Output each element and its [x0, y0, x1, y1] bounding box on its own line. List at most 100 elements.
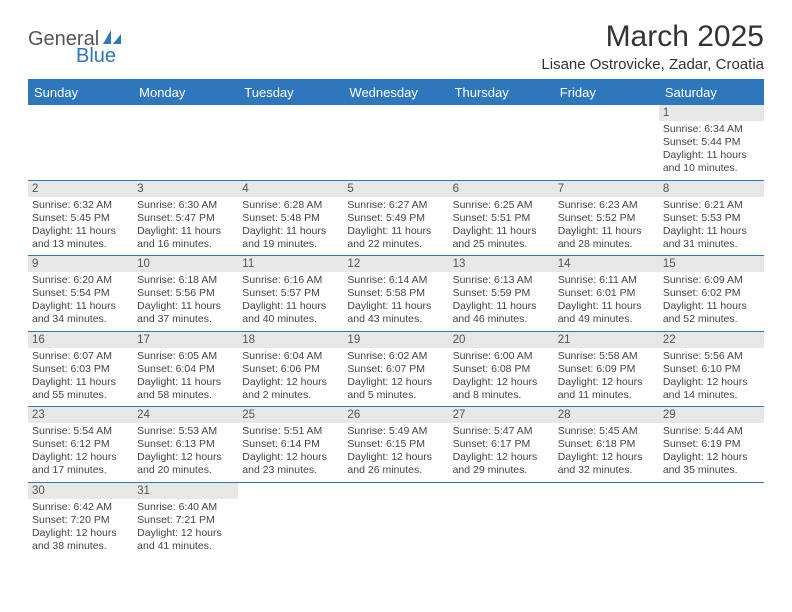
calendar-cell: 27 Sunrise: 5:47 AMSunset: 6:17 PMDayligh… [449, 407, 554, 483]
day-number: 22 [659, 332, 764, 348]
day-number: 20 [449, 332, 554, 348]
calendar-week-row: 9Sunrise: 6:20 AMSunset: 5:54 PMDaylight… [28, 256, 764, 332]
calendar-cell: 15 Sunrise: 6:09 AMSunset: 6:02 PMDayligh… [659, 256, 764, 332]
calendar-week-row: 1 Sunrise: 6:34 AMSunset: 5:44 PMDaylight… [28, 105, 764, 180]
day-number: 1 [659, 105, 764, 121]
calendar-cell: 6 Sunrise: 6:25 AMSunset: 5:51 PMDaylight… [449, 180, 554, 256]
calendar-cell: 26Sunrise: 5:49 AMSunset: 6:15 PMDayligh… [343, 407, 448, 483]
calendar-cell: 3Sunrise: 6:30 AMSunset: 5:47 PMDaylight… [133, 180, 238, 256]
day-number: 3 [133, 181, 238, 197]
day-details: Sunrise: 6:04 AMSunset: 6:06 PMDaylight:… [242, 350, 339, 403]
calendar-header-row: SundayMondayTuesdayWednesdayThursdayFrid… [28, 80, 764, 105]
calendar-cell: 28Sunrise: 5:45 AMSunset: 6:18 PMDayligh… [554, 407, 659, 483]
calendar-cell: 17 Sunrise: 6:05 AMSunset: 6:04 PMDayligh… [133, 331, 238, 407]
day-details: Sunrise: 6:42 AMSunset: 7:20 PMDaylight:… [32, 501, 129, 554]
day-details: Sunrise: 5:54 AMSunset: 6:12 PMDaylight:… [32, 425, 129, 478]
day-number: 29 [659, 407, 764, 423]
day-number: 2 [28, 181, 133, 197]
day-number: 9 [28, 256, 133, 272]
day-details: Sunrise: 6:18 AMSunset: 5:56 PMDaylight:… [137, 274, 234, 327]
calendar-table: SundayMondayTuesdayWednesdayThursdayFrid… [28, 80, 764, 557]
day-details: Sunrise: 6:07 AMSunset: 6:03 PMDaylight:… [32, 350, 129, 403]
day-number: 12 [343, 256, 448, 272]
calendar-week-row: 23Sunrise: 5:54 AMSunset: 6:12 PMDayligh… [28, 407, 764, 483]
calendar-cell [133, 105, 238, 180]
day-details: Sunrise: 6:34 AMSunset: 5:44 PMDaylight:… [663, 123, 760, 176]
calendar-cell: 1 Sunrise: 6:34 AMSunset: 5:44 PMDaylight… [659, 105, 764, 180]
logo-text-blue: Blue [76, 45, 116, 68]
calendar-cell [554, 105, 659, 180]
day-details: Sunrise: 6:25 AMSunset: 5:51 PMDaylight:… [453, 199, 550, 252]
day-details: Sunrise: 5:51 AMSunset: 6:14 PMDaylight:… [242, 425, 339, 478]
calendar-cell: 22Sunrise: 5:56 AMSunset: 6:10 PMDayligh… [659, 331, 764, 407]
day-details: Sunrise: 6:14 AMSunset: 5:58 PMDaylight:… [347, 274, 444, 327]
calendar-cell: 11 Sunrise: 6:16 AMSunset: 5:57 PMDayligh… [238, 256, 343, 332]
calendar-cell: 23Sunrise: 5:54 AMSunset: 6:12 PMDayligh… [28, 407, 133, 483]
day-details: Sunrise: 6:16 AMSunset: 5:57 PMDaylight:… [242, 274, 339, 327]
day-number: 11 [238, 256, 343, 272]
calendar-cell: 19Sunrise: 6:02 AMSunset: 6:07 PMDayligh… [343, 331, 448, 407]
day-number: 17 [133, 332, 238, 348]
day-number [343, 105, 448, 109]
day-details: Sunrise: 5:47 AMSunset: 6:17 PMDaylight:… [453, 425, 550, 478]
calendar-cell: 12 Sunrise: 6:14 AMSunset: 5:58 PMDayligh… [343, 256, 448, 332]
day-number: 25 [238, 407, 343, 423]
calendar-cell: 8Sunrise: 6:21 AMSunset: 5:53 PMDaylight… [659, 180, 764, 256]
day-details: Sunrise: 6:27 AMSunset: 5:49 PMDaylight:… [347, 199, 444, 252]
day-details: Sunrise: 6:28 AMSunset: 5:48 PMDaylight:… [242, 199, 339, 252]
calendar-week-row: 2 Sunrise: 6:32 AMSunset: 5:45 PMDaylight… [28, 180, 764, 256]
calendar-cell: 31Sunrise: 6:40 AMSunset: 7:21 PMDayligh… [133, 482, 238, 557]
day-header: Sunday [28, 80, 133, 105]
calendar-cell [659, 482, 764, 557]
day-number: 27 [449, 407, 554, 423]
calendar-cell [343, 482, 448, 557]
day-number: 24 [133, 407, 238, 423]
day-header: Wednesday [343, 80, 448, 105]
day-number [238, 105, 343, 109]
calendar-cell [449, 105, 554, 180]
day-header: Tuesday [238, 80, 343, 105]
day-number [28, 105, 133, 109]
calendar-cell: 9Sunrise: 6:20 AMSunset: 5:54 PMDaylight… [28, 256, 133, 332]
day-number: 30 [28, 483, 133, 499]
day-details: Sunrise: 5:49 AMSunset: 6:15 PMDaylight:… [347, 425, 444, 478]
day-details: Sunrise: 5:53 AMSunset: 6:13 PMDaylight:… [137, 425, 234, 478]
day-header: Monday [133, 80, 238, 105]
calendar-cell: 24 Sunrise: 5:53 AMSunset: 6:13 PMDayligh… [133, 407, 238, 483]
day-number [554, 483, 659, 487]
day-details: Sunrise: 6:23 AMSunset: 5:52 PMDaylight:… [558, 199, 655, 252]
day-details: Sunrise: 6:09 AMSunset: 6:02 PMDaylight:… [663, 274, 760, 327]
day-number: 13 [449, 256, 554, 272]
day-details: Sunrise: 6:05 AMSunset: 6:04 PMDaylight:… [137, 350, 234, 403]
day-details: Sunrise: 6:21 AMSunset: 5:53 PMDaylight:… [663, 199, 760, 252]
day-details: Sunrise: 6:32 AMSunset: 5:45 PMDaylight:… [32, 199, 129, 252]
calendar-cell: 4Sunrise: 6:28 AMSunset: 5:48 PMDaylight… [238, 180, 343, 256]
calendar-cell [238, 482, 343, 557]
day-number [659, 483, 764, 487]
day-details: Sunrise: 5:44 AMSunset: 6:19 PMDaylight:… [663, 425, 760, 478]
calendar-cell [343, 105, 448, 180]
day-header: Thursday [449, 80, 554, 105]
calendar-cell: 25 Sunrise: 5:51 AMSunset: 6:14 PMDayligh… [238, 407, 343, 483]
day-details: Sunrise: 6:13 AMSunset: 5:59 PMDaylight:… [453, 274, 550, 327]
day-details: Sunrise: 5:58 AMSunset: 6:09 PMDaylight:… [558, 350, 655, 403]
calendar-cell [238, 105, 343, 180]
logo: GeneralBlue [28, 28, 123, 68]
day-number: 6 [449, 181, 554, 197]
calendar-cell: 10Sunrise: 6:18 AMSunset: 5:56 PMDayligh… [133, 256, 238, 332]
calendar-cell [449, 482, 554, 557]
day-details: Sunrise: 6:02 AMSunset: 6:07 PMDaylight:… [347, 350, 444, 403]
calendar-cell: 30 Sunrise: 6:42 AMSunset: 7:20 PMDayligh… [28, 482, 133, 557]
header: GeneralBlue March 2025 Lisane Ostrovicke… [28, 20, 764, 73]
calendar-cell: 5Sunrise: 6:27 AMSunset: 5:49 PMDaylight… [343, 180, 448, 256]
day-number: 7 [554, 181, 659, 197]
day-number: 18 [238, 332, 343, 348]
calendar-cell: 13 Sunrise: 6:13 AMSunset: 5:59 PMDayligh… [449, 256, 554, 332]
day-details: Sunrise: 6:40 AMSunset: 7:21 PMDaylight:… [137, 501, 234, 554]
calendar-cell: 16Sunrise: 6:07 AMSunset: 6:03 PMDayligh… [28, 331, 133, 407]
day-number [449, 105, 554, 109]
calendar-cell: 21Sunrise: 5:58 AMSunset: 6:09 PMDayligh… [554, 331, 659, 407]
day-number [554, 105, 659, 109]
day-number: 15 [659, 256, 764, 272]
day-number [133, 105, 238, 109]
